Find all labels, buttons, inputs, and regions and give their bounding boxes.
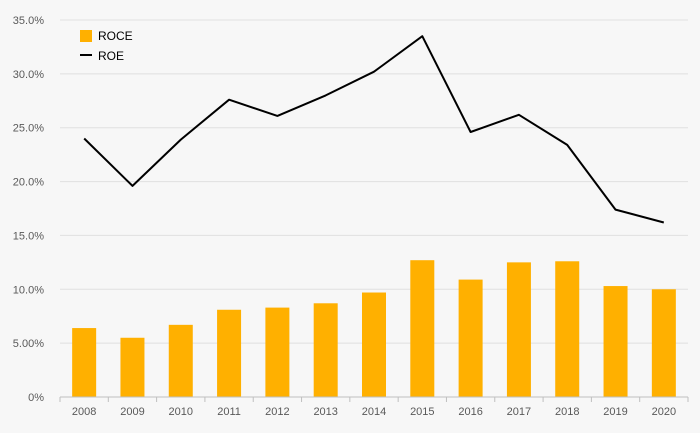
x-tick-label: 2020 [652,406,676,418]
x-tick-label: 2011 [217,406,241,418]
roce-bar [458,279,483,397]
y-tick-label: 0% [28,392,44,404]
legend-swatch-roce [80,30,92,42]
roce-bar [651,289,676,397]
x-tick-label: 2010 [169,406,193,418]
y-axis-ticks: 0% 5.00% 10.0% 15.0% 20.0% 25.0% 30.0% 35.0% [13,15,44,404]
roce-bar [313,303,338,397]
roce-bar [265,307,290,397]
x-axis: 2008 2009 2010 2011 2012 2013 2014 2015 2016 2017… [59,396,689,418]
roce-bar [555,261,580,397]
legend-label-roe: ROE [98,49,124,63]
roce-bar [603,286,628,397]
roce-bar [410,260,435,397]
x-tick-label: 2014 [362,406,386,418]
roce-bar [168,324,193,397]
roe-line [83,35,665,224]
y-tick-label: 5.00% [13,338,44,350]
x-tick-label: 2015 [410,406,434,418]
x-tick-label: 2019 [603,406,627,418]
x-tick-label: 2016 [458,406,482,418]
x-tick-label: 2012 [265,406,289,418]
y-tick-label: 30.0% [13,69,44,81]
roce-bar [217,309,242,397]
x-tick-label: 2017 [507,406,531,418]
y-tick-label: 15.0% [13,230,44,242]
y-tick-label: 35.0% [13,15,44,27]
roce-bar [72,328,97,397]
legend-label-roce: ROCE [98,29,133,43]
legend: ROCE ROE [80,29,133,63]
x-tick-label: 2009 [120,406,144,418]
roce-bar [362,292,386,397]
x-tick-label: 2013 [313,406,337,418]
y-tick-label: 20.0% [13,177,44,189]
roce-bars [72,260,676,397]
roe-line-group [83,35,665,224]
gridlines [60,19,688,344]
y-tick-label: 10.0% [13,284,44,296]
roce-bar [120,337,145,397]
roce-bar [506,262,531,397]
y-tick-label: 25.0% [13,123,44,135]
x-tick-label: 2008 [72,406,96,418]
x-tick-label: 2018 [555,406,579,418]
